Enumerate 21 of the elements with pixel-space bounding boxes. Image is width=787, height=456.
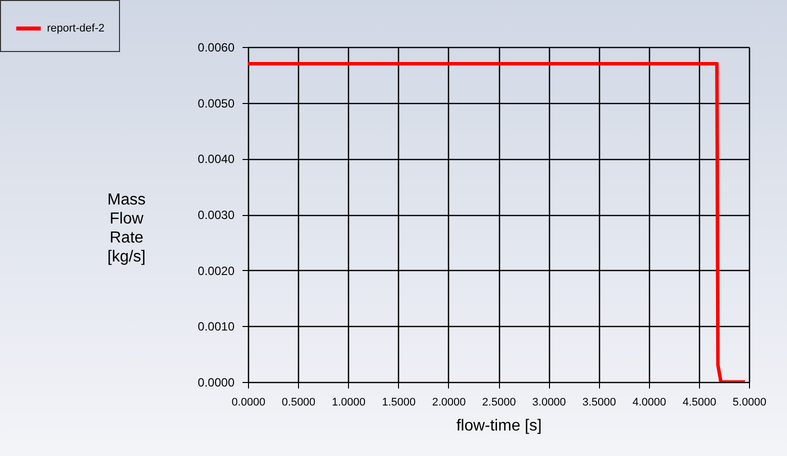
y-tick-label: 0.0000 <box>198 376 235 390</box>
y-tick-label: 0.0010 <box>198 320 235 334</box>
y-tick-label: 0.0050 <box>198 96 235 110</box>
x-tick-label: 1.0000 <box>332 396 366 408</box>
x-tick-label: 4.0000 <box>632 396 666 408</box>
y-tick-label: 0.0040 <box>198 152 235 166</box>
x-tick-label: 3.5000 <box>582 396 616 408</box>
x-tick-label: 4.5000 <box>682 396 716 408</box>
x-tick-label: 1.5000 <box>382 396 416 408</box>
x-tick-label: 5.0000 <box>732 396 766 408</box>
x-axis-title: flow-time [s] <box>456 418 542 434</box>
x-tick-label: 0.0000 <box>232 396 266 408</box>
y-tick-label: 0.0060 <box>198 40 235 54</box>
y-axis-title: Mass Flow Rate [kg/s] <box>107 192 146 266</box>
x-tick-label: 2.0000 <box>432 396 466 408</box>
y-tick-label: 0.0030 <box>198 208 235 222</box>
y-tick-label: 0.0020 <box>198 264 235 278</box>
legend-label: report-def-2 <box>47 22 104 34</box>
x-tick-label: 2.5000 <box>482 396 516 408</box>
x-tick-label: 0.5000 <box>282 396 316 408</box>
x-tick-label: 3.0000 <box>532 396 566 408</box>
